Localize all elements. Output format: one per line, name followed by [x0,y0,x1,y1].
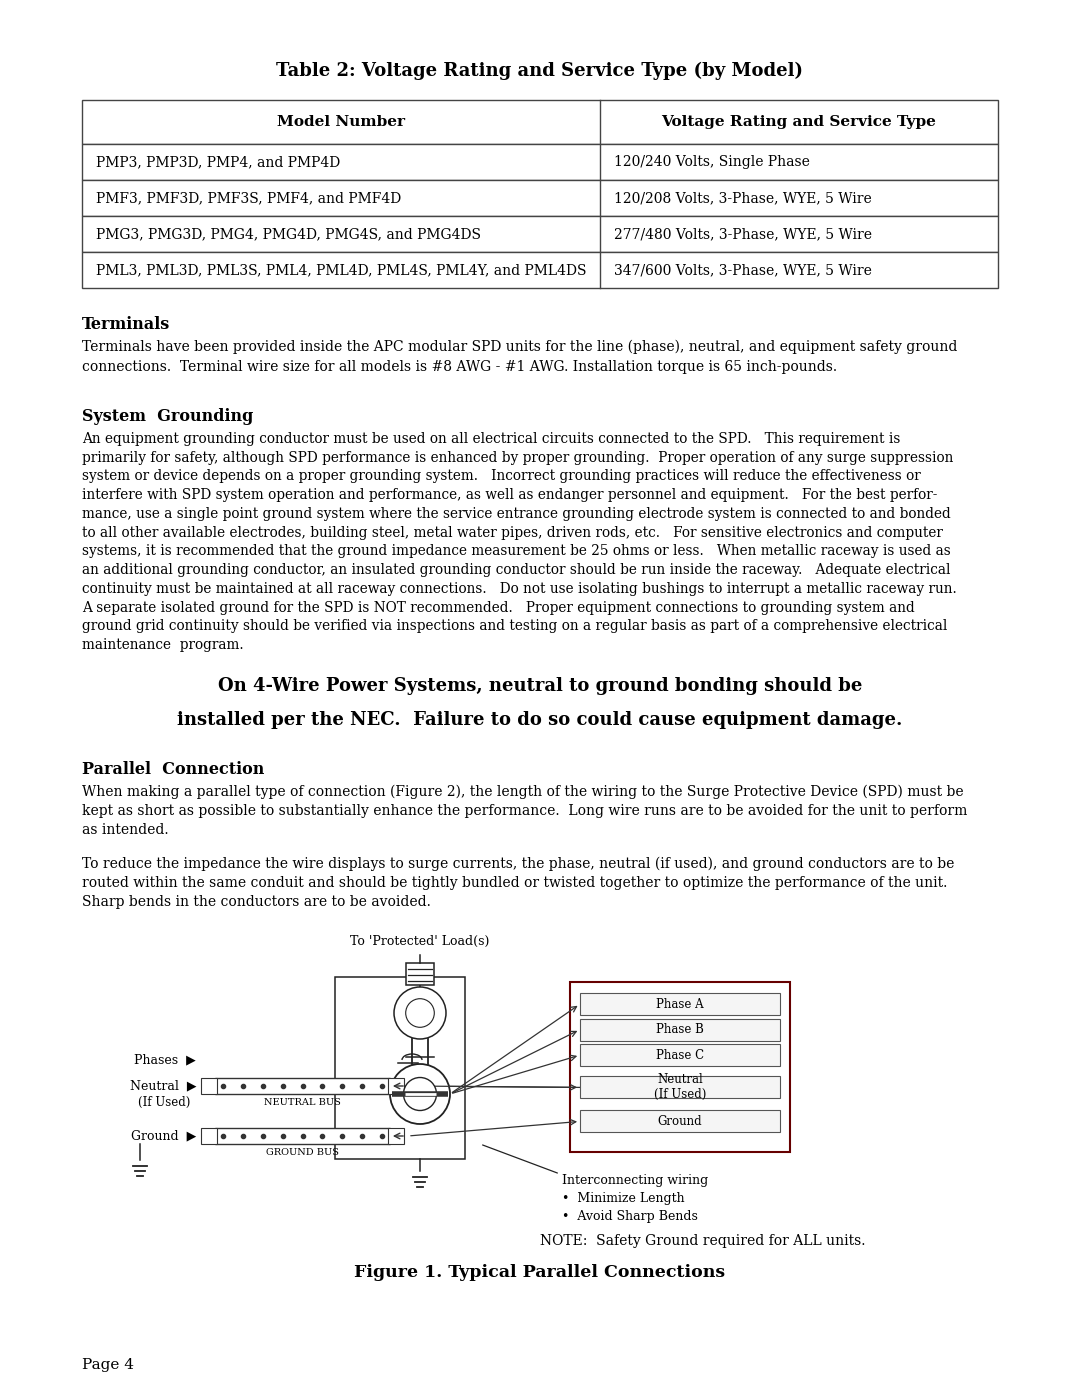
Bar [82,144,998,180]
Text: Terminals: Terminals [82,316,171,332]
Text: PMP3, PMP3D, PMP4, and PMP4D: PMP3, PMP3D, PMP4, and PMP4D [96,155,340,169]
Text: 120/240 Volts, Single Phase: 120/240 Volts, Single Phase [613,155,809,169]
Text: •  Minimize Length: • Minimize Length [562,1192,685,1206]
Bar [82,251,998,288]
Text: On 4-Wire Power Systems, neutral to ground bonding should be: On 4-Wire Power Systems, neutral to grou… [218,678,862,694]
Text: System  Grounding: System Grounding [82,408,254,425]
Text: Terminals have been provided inside the APC modular SPD units for the line (phas: Terminals have been provided inside the … [82,339,957,374]
Text: 120/208 Volts, 3-Phase, WYE, 5 Wire: 120/208 Volts, 3-Phase, WYE, 5 Wire [613,191,872,205]
Text: Phases  ▶: Phases ▶ [134,1053,195,1066]
Bar [82,217,998,251]
Bar [215,1078,390,1094]
Text: Phase A: Phase A [657,997,704,1010]
Circle shape [394,988,446,1039]
Bar [570,982,789,1153]
Text: PMG3, PMG3D, PMG4, PMG4D, PMG4S, and PMG4DS: PMG3, PMG3D, PMG4, PMG4D, PMG4S, and PMG… [96,226,481,242]
Text: Phase B: Phase B [656,1023,704,1037]
Text: (If Used): (If Used) [137,1095,190,1108]
Text: •  Avoid Sharp Bends: • Avoid Sharp Bends [562,1210,698,1222]
Bar [580,993,780,1016]
Bar [406,963,434,985]
Text: Ground: Ground [658,1115,702,1127]
Bar [580,1111,780,1133]
Bar [82,101,998,144]
Text: NOTE:  Safety Ground required for ALL units.: NOTE: Safety Ground required for ALL uni… [540,1234,865,1248]
Circle shape [404,1077,436,1111]
Text: 347/600 Volts, 3-Phase, WYE, 5 Wire: 347/600 Volts, 3-Phase, WYE, 5 Wire [613,263,872,277]
Text: When making a parallel type of connection (Figure 2), the length of the wiring t: When making a parallel type of connectio… [82,785,968,837]
Bar [201,1078,217,1094]
Text: PMF3, PMF3D, PMF3S, PMF4, and PMF4D: PMF3, PMF3D, PMF3S, PMF4, and PMF4D [96,191,402,205]
Bar [82,180,998,217]
Bar [580,1077,780,1098]
Bar [580,1044,780,1066]
Bar [335,977,465,1160]
Text: An equipment grounding conductor must be used on all electrical circuits connect: An equipment grounding conductor must be… [82,432,957,652]
Circle shape [390,1065,450,1125]
Text: Neutral  ▶: Neutral ▶ [130,1080,195,1092]
Text: GROUND BUS: GROUND BUS [266,1148,339,1157]
Bar [388,1127,404,1144]
Bar [215,1127,390,1144]
Text: To reduce the impedance the wire displays to surge currents, the phase, neutral : To reduce the impedance the wire display… [82,856,955,909]
Bar [388,1078,404,1094]
Circle shape [406,999,434,1027]
Text: NEUTRAL BUS: NEUTRAL BUS [265,1098,341,1106]
Text: Interconnecting wiring: Interconnecting wiring [562,1173,708,1187]
Text: 277/480 Volts, 3-Phase, WYE, 5 Wire: 277/480 Volts, 3-Phase, WYE, 5 Wire [613,226,872,242]
Text: installed per the NEC.  Failure to do so could cause equipment damage.: installed per the NEC. Failure to do so … [177,711,903,729]
Text: Page 4: Page 4 [82,1358,134,1372]
Text: Voltage Rating and Service Type: Voltage Rating and Service Type [661,115,936,129]
Text: Model Number: Model Number [276,115,405,129]
Bar [201,1127,217,1144]
Text: To 'Protected' Load(s): To 'Protected' Load(s) [350,935,489,949]
Text: Table 2: Voltage Rating and Service Type (by Model): Table 2: Voltage Rating and Service Type… [276,61,804,80]
Text: PML3, PML3D, PML3S, PML4, PML4D, PML4S, PML4Y, and PML4DS: PML3, PML3D, PML3S, PML4, PML4D, PML4S, … [96,263,586,277]
Text: Parallel  Connection: Parallel Connection [82,761,265,778]
Text: Ground  ▶: Ground ▶ [131,1130,195,1143]
Text: Phase C: Phase C [656,1049,704,1062]
Text: Neutral
(If Used): Neutral (If Used) [653,1073,706,1101]
Text: Figure 1. Typical Parallel Connections: Figure 1. Typical Parallel Connections [354,1264,726,1281]
Bar [580,1018,780,1041]
